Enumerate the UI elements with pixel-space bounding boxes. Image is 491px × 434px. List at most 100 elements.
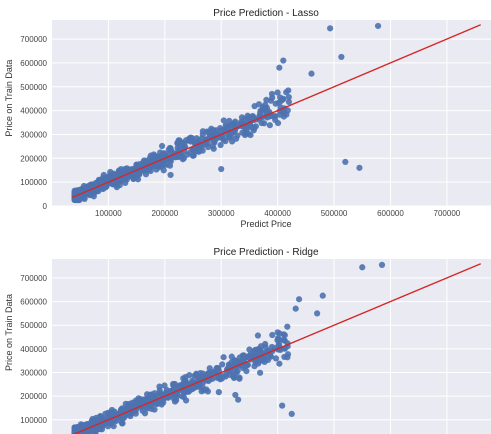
y-tick-label: 700000 — [20, 274, 47, 283]
scatter-point — [284, 323, 291, 330]
scatter-point — [241, 115, 248, 123]
scatter-point — [263, 96, 270, 103]
scatter-point — [99, 177, 106, 184]
scatter-point — [144, 405, 151, 412]
scatter-point — [252, 359, 259, 366]
scatter-point — [158, 142, 166, 150]
scatter-point — [160, 167, 167, 174]
scatter-point — [227, 371, 234, 379]
scatter-point — [378, 261, 386, 269]
scatter-point — [280, 336, 287, 344]
scatter-point — [279, 402, 286, 409]
scatter-point — [233, 369, 240, 377]
scatter-point — [124, 405, 131, 412]
scatter-point — [342, 158, 349, 165]
scatter-point — [243, 354, 250, 361]
scatter-point — [167, 145, 174, 152]
scatter-point — [266, 122, 273, 129]
scatter-point — [280, 57, 287, 64]
scatter-point — [119, 420, 126, 427]
scatter-point — [136, 161, 143, 168]
scatter-point — [90, 193, 97, 200]
scatter-point — [272, 355, 280, 362]
scatter-point — [123, 165, 130, 172]
scatter-point — [128, 172, 135, 179]
x-axis-label: Predict Price — [240, 219, 291, 229]
scatter-point — [176, 137, 183, 144]
chart-title: Price Prediction - Lasso — [213, 8, 319, 19]
scatter-point — [285, 87, 292, 94]
scatter-point — [134, 176, 142, 183]
scatter-point — [182, 397, 190, 404]
reference-line — [71, 24, 481, 199]
scatter-point — [281, 353, 288, 361]
scatter-point — [292, 305, 299, 312]
scatter-point — [285, 93, 292, 101]
scatter-point — [99, 415, 107, 422]
scatter-point — [195, 137, 202, 144]
scatter-point — [274, 89, 281, 96]
scatter-point — [274, 119, 282, 127]
scatter-point — [178, 393, 186, 400]
scatter-point — [157, 390, 164, 397]
scatter-point — [265, 356, 272, 363]
scatter-point — [276, 360, 283, 367]
scatter-point — [72, 189, 79, 197]
scatter-point — [181, 140, 188, 147]
scatter-point — [200, 387, 207, 394]
scatter-point — [268, 90, 276, 98]
y-tick-label: 500000 — [20, 83, 47, 92]
y-axis-label: Price on Train Data — [4, 294, 14, 371]
y-tick-label: 0 — [43, 202, 48, 211]
scatter-point — [107, 420, 114, 427]
y-tick-label: 300000 — [20, 369, 47, 378]
y-tick-label: 200000 — [20, 392, 47, 401]
scatter-point — [244, 362, 251, 369]
scatter-point — [175, 382, 182, 390]
scatter-point — [271, 113, 278, 120]
scatter-point — [231, 357, 238, 364]
x-tick-label: 300000 — [208, 209, 235, 218]
scatter-point — [257, 369, 264, 376]
scatter-point — [359, 264, 366, 271]
scatter-point — [277, 94, 284, 101]
scatter-point — [206, 131, 213, 138]
scatter-point — [218, 165, 225, 173]
scatter-point — [151, 406, 158, 413]
x-tick-label: 400000 — [264, 209, 291, 218]
scatter-point — [170, 380, 177, 388]
scatter-point — [268, 343, 276, 351]
scatter-point — [195, 375, 202, 382]
x-tick-label: 100000 — [95, 209, 122, 218]
scatter-point — [220, 354, 227, 361]
scatter-point — [249, 113, 256, 120]
scatter-point — [308, 70, 315, 77]
scatter-point — [262, 344, 269, 351]
x-tick-label: 600000 — [377, 209, 404, 218]
y-tick-label: 100000 — [20, 178, 47, 187]
x-tick-label: 500000 — [321, 209, 348, 218]
scatter-point — [254, 332, 262, 339]
scatter-point — [220, 117, 227, 124]
scatter-point — [251, 125, 258, 132]
scatter-point — [374, 22, 382, 30]
scatter-point — [232, 391, 239, 399]
scatter-point — [116, 170, 123, 177]
scatter-point — [211, 368, 218, 375]
scatter-point — [275, 99, 282, 106]
scatter-point — [232, 118, 239, 125]
chart-title: Price Prediction - Ridge — [213, 247, 318, 258]
y-tick-label: 600000 — [20, 59, 47, 68]
scatter-point — [78, 193, 85, 201]
scatter-point — [216, 373, 223, 380]
scatter-point — [163, 161, 170, 168]
scatter-point — [281, 109, 288, 116]
scatter-point — [141, 410, 149, 417]
y-tick-label: 700000 — [20, 35, 47, 44]
scatter-point — [211, 139, 218, 146]
scatter-point — [154, 161, 161, 168]
scatter-point — [205, 370, 212, 377]
y-tick-label: 600000 — [20, 298, 47, 307]
